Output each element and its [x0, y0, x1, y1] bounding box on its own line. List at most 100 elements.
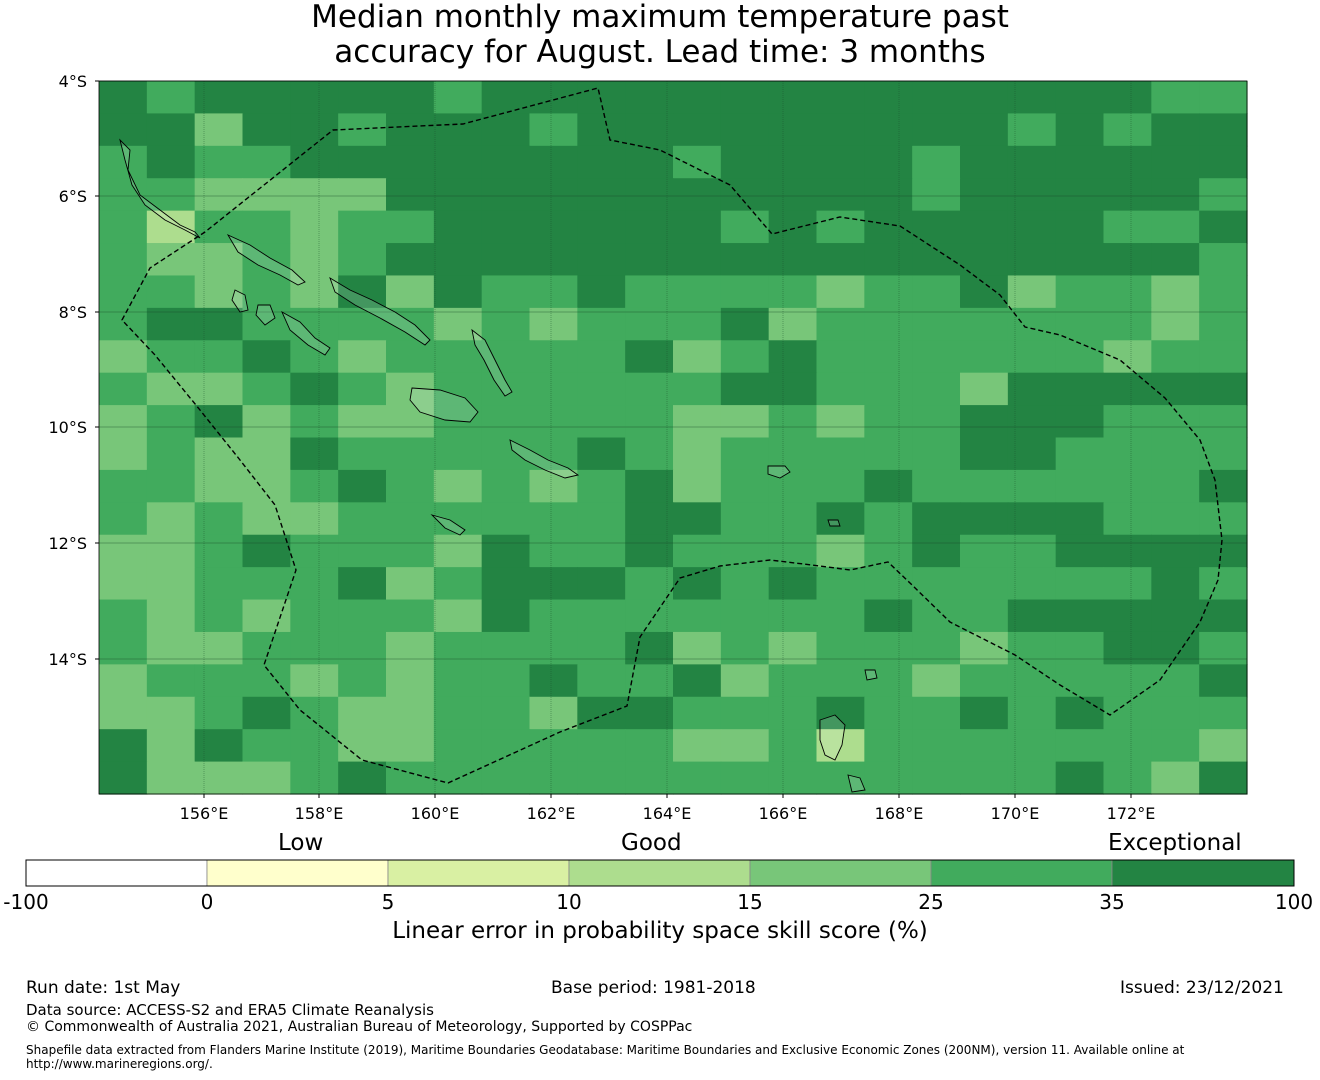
- grid-cell: [1103, 340, 1152, 374]
- grid-cell: [194, 145, 244, 179]
- grid-cell: [242, 340, 291, 374]
- grid-cell: [386, 81, 435, 115]
- grid-cell: [912, 437, 961, 471]
- grid-cell: [1151, 534, 1200, 568]
- grid-cell: [577, 729, 626, 763]
- grid-cell: [1007, 372, 1057, 406]
- grid-cell: [912, 275, 961, 309]
- grid-cell: [433, 372, 483, 406]
- grid-cell: [433, 664, 483, 698]
- colorbar-tick-label: -100: [3, 890, 49, 914]
- grid-cell: [720, 437, 770, 471]
- grid-cell: [99, 340, 148, 374]
- grid-cell: [242, 567, 291, 601]
- grid-cell: [99, 761, 148, 795]
- grid-cell: [290, 664, 339, 698]
- category-good: Good: [621, 830, 682, 856]
- grid-cell: [1103, 631, 1152, 665]
- grid-cell: [529, 664, 578, 698]
- grid-cell: [481, 275, 531, 309]
- grid-cell: [720, 81, 770, 115]
- grid-cell: [1151, 599, 1200, 633]
- grid-cell: [1103, 405, 1152, 439]
- grid-cell: [433, 275, 483, 309]
- category-low: Low: [278, 830, 324, 856]
- grid-cell: [1007, 469, 1057, 503]
- grid-cell: [625, 696, 674, 730]
- grid-cell: [1055, 761, 1105, 795]
- grid-cell: [960, 761, 1009, 795]
- grid-cell: [960, 405, 1009, 439]
- grid-cell: [816, 210, 865, 244]
- grid-cell: [1103, 145, 1152, 179]
- lon-tick-label: 158°E: [295, 804, 344, 823]
- grid-cell: [864, 761, 913, 795]
- grid-cell: [99, 599, 148, 633]
- grid-cell: [146, 113, 196, 147]
- island-outline: [409, 387, 479, 423]
- grid-cell: [816, 243, 865, 277]
- grid-cell: [625, 145, 674, 179]
- grid-cell: [481, 631, 531, 665]
- lon-tick-label: 168°E: [875, 804, 924, 823]
- grid-cell: [99, 437, 148, 471]
- grid-cell: [720, 178, 770, 212]
- grid-cell: [290, 729, 339, 763]
- grid-cell: [625, 502, 674, 536]
- grid-cell: [1199, 567, 1248, 601]
- grid-cell: [1007, 275, 1057, 309]
- colorbar-tick-label: 15: [737, 890, 763, 914]
- grid-cell: [673, 631, 722, 665]
- grid-cell: [529, 599, 578, 633]
- island-outline: [827, 519, 841, 527]
- grid-cell: [1199, 405, 1248, 439]
- grid-cell: [433, 113, 483, 147]
- grid-cell: [864, 437, 913, 471]
- grid-cell: [864, 145, 913, 179]
- colorbar-segment: [387, 859, 570, 887]
- grid-cell: [912, 664, 961, 698]
- grid-cell: [768, 631, 818, 665]
- grid-cell: [768, 243, 818, 277]
- grid-cell: [673, 307, 722, 341]
- grid-cell: [242, 729, 291, 763]
- grid-cell: [1151, 340, 1200, 374]
- grid-cell: [673, 599, 722, 633]
- grid-cell: [1151, 243, 1200, 277]
- grid-cell: [1055, 664, 1105, 698]
- grid-cell: [290, 113, 339, 147]
- grid-cell: [720, 372, 770, 406]
- grid-cell: [99, 664, 148, 698]
- grid-cell: [577, 145, 626, 179]
- grid-cell: [481, 664, 531, 698]
- grid-cell: [146, 664, 196, 698]
- grid-cell: [529, 340, 578, 374]
- grid-cell: [768, 372, 818, 406]
- grid-cell: [1103, 178, 1152, 212]
- grid-cell: [146, 631, 196, 665]
- grid-cell: [960, 696, 1009, 730]
- grid-cell: [625, 631, 674, 665]
- grid-cell: [1199, 275, 1248, 309]
- grid-cell: [1055, 210, 1105, 244]
- grid-cell: [99, 372, 148, 406]
- grid-cell: [577, 243, 626, 277]
- grid-cell: [1055, 729, 1105, 763]
- grid-cell: [960, 178, 1009, 212]
- grid-cell: [673, 405, 722, 439]
- grid-cell: [242, 145, 291, 179]
- grid-cell: [864, 664, 913, 698]
- grid-cell: [242, 502, 291, 536]
- grid-cell: [673, 81, 722, 115]
- grid-cell: [529, 243, 578, 277]
- grid-cell: [768, 469, 818, 503]
- grid-cell: [338, 405, 387, 439]
- grid-cell: [960, 599, 1009, 633]
- grid-cell: [481, 81, 531, 115]
- grid-cell: [1055, 534, 1105, 568]
- grid-cell: [1103, 307, 1152, 341]
- grid-cell: [673, 469, 722, 503]
- colorbar-tick-label: 10: [556, 890, 582, 914]
- map-axis-ticks: 4°S 6°S 8°S 10°S 12°S 14°S 156°E 158°E 160°E 162°…: [48, 72, 1155, 823]
- grid-cell: [433, 631, 483, 665]
